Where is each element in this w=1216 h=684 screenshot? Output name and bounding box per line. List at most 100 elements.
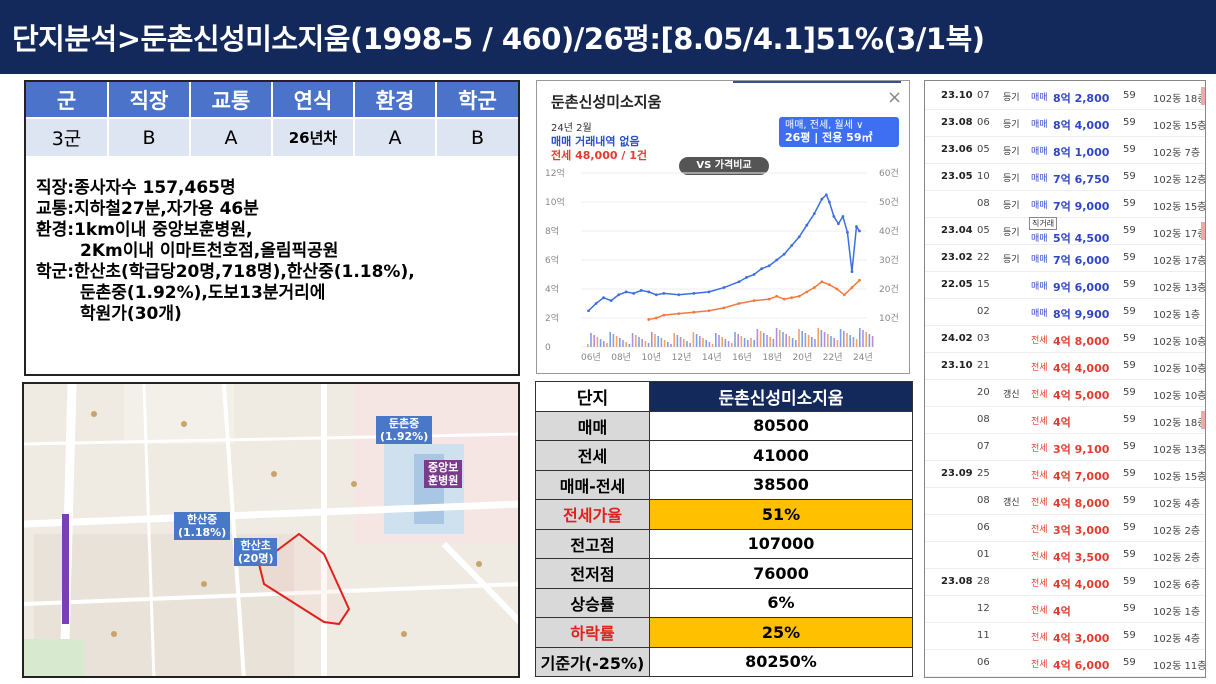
map-label-hospital[interactable]: 중앙보 훈병원 bbox=[424, 460, 463, 488]
summary-header-value: 둔촌신성미소지움 bbox=[649, 381, 913, 412]
chart-filter-dropdown[interactable]: 매매, 전세, 월세 ∨ 26평 | 전용 59㎡ bbox=[779, 117, 899, 147]
tx-price: 4억 4,000 bbox=[1053, 362, 1110, 375]
tx-date: 23.08 bbox=[941, 117, 973, 128]
transaction-row[interactable]: 08 전세 4억 59 102동 18층 bbox=[925, 407, 1205, 434]
map-label-hansan-middle[interactable]: 한산중 (1.18%) bbox=[174, 512, 231, 540]
transaction-row[interactable]: 23.09 25 전세 4억 7,000 59 102동 15층 bbox=[925, 461, 1205, 488]
tx-price: 8억 1,000 bbox=[1053, 146, 1110, 159]
summary-row: 전세 41000 bbox=[535, 440, 913, 471]
tx-floor: 102동 4층 bbox=[1153, 499, 1201, 510]
transaction-row[interactable]: 06 전세 4억 6,000 59 102동 11층 bbox=[925, 650, 1205, 677]
tx-floor: 102동 18층 bbox=[1153, 94, 1206, 105]
volume-bar bbox=[724, 339, 727, 347]
transaction-row[interactable]: 23.02 22 등기 매매 7억 6,000 59 102동 17층 bbox=[925, 245, 1205, 272]
transaction-row[interactable]: 23.10 21 전세 4억 4,000 59 102동 10층 bbox=[925, 353, 1206, 380]
data-point bbox=[609, 299, 613, 302]
data-point bbox=[677, 293, 681, 297]
transaction-row[interactable]: 23.08 28 전세 4억 4,000 59 102동 6층 bbox=[925, 569, 1205, 596]
x-tick-label: 20년 bbox=[793, 352, 813, 363]
transaction-row[interactable]: 22.05 15 매매 9억 6,000 59 102동 13층 bbox=[925, 272, 1205, 299]
transaction-list[interactable]: 23.10 07 등기 매매 8억 2,800 59 102동 18층 23.08 06 등기 매매… bbox=[924, 80, 1206, 678]
transaction-row[interactable]: 11 전세 4억 3,000 59 102동 4층 bbox=[925, 623, 1205, 650]
y-right-tick-label: 40건 bbox=[879, 226, 899, 237]
data-point bbox=[647, 318, 651, 321]
tx-day: 01 bbox=[977, 549, 990, 560]
tx-date: 24.02 bbox=[941, 333, 973, 344]
transaction-row[interactable]: 23.04 05 등기 매매 5억 4,500 59 102동 17층 직거래 bbox=[925, 217, 1205, 245]
tx-area: 59 bbox=[1123, 225, 1136, 236]
summary-row: 매매-전세 38500 bbox=[535, 469, 913, 500]
score-value-cell: 26년차 bbox=[272, 117, 355, 156]
volume-bar bbox=[683, 339, 685, 347]
data-point bbox=[827, 283, 831, 287]
chart-month: 24년 2월 bbox=[551, 123, 592, 134]
transaction-row[interactable]: 23.06 05 등기 매매 8억 1,000 59 102동 7층 bbox=[925, 137, 1205, 164]
transaction-row[interactable]: 08 갱신 전세 4억 8,000 59 102동 4층 bbox=[925, 488, 1205, 515]
transaction-row[interactable]: 23.10 07 등기 매매 8억 2,800 59 102동 18층 bbox=[925, 83, 1206, 110]
summary-label: 전고점 bbox=[535, 528, 650, 559]
tx-floor: 102동 10층 bbox=[1153, 364, 1206, 375]
transaction-row[interactable]: 24.02 03 전세 4억 8,000 59 102동 10층 bbox=[925, 326, 1205, 353]
price-trend-chart: 0 2억 10건 4억 20건 6억 30건 8억 40건 10억 50건 12억 60건 06년 08년 1… bbox=[545, 167, 899, 363]
tx-type: 전세 bbox=[1031, 444, 1048, 454]
tx-area: 59 bbox=[1123, 90, 1136, 101]
tx-date: 22.05 bbox=[941, 279, 973, 290]
volume-bar bbox=[609, 332, 611, 347]
volume-bar bbox=[663, 340, 666, 347]
transaction-row[interactable]: 07 전세 3억 9,100 59 102동 13층 bbox=[925, 434, 1206, 461]
transaction-row[interactable]: 12 전세 4억 59 102동 1층 bbox=[925, 596, 1205, 623]
series-line bbox=[588, 193, 861, 312]
tx-day: 06 bbox=[977, 657, 990, 668]
detail-line: 학군:한산초(학급당20명,718명),한산중(1.18%), bbox=[36, 262, 415, 282]
x-tick-label: 08년 bbox=[611, 352, 631, 363]
summary-value: 25% bbox=[649, 617, 913, 648]
map-label-hansan-elementary[interactable]: 한산초 (20명) bbox=[234, 538, 278, 566]
data-point bbox=[812, 286, 816, 289]
volume-bar bbox=[779, 330, 781, 347]
transaction-row[interactable]: 23.05 10 등기 매매 7억 6,750 59 102동 12층 bbox=[925, 164, 1205, 191]
volume-bar bbox=[823, 332, 826, 347]
tx-price: 4억 3,000 bbox=[1053, 632, 1110, 645]
tx-floor: 102동 13층 bbox=[1153, 445, 1206, 456]
volume-bar bbox=[747, 340, 749, 347]
map-view[interactable]: 둔촌중 (1.92%) 중앙보 훈병원 한산중 (1.18%) 한산초 (20명… bbox=[22, 382, 520, 678]
map-label-dunchon-middle[interactable]: 둔촌중 (1.92%) bbox=[376, 416, 433, 444]
volume-bar bbox=[654, 334, 656, 347]
y-left-tick-label: 4억 bbox=[545, 283, 559, 295]
transaction-row[interactable]: 01 전세 4억 3,500 59 102동 2층 bbox=[925, 542, 1205, 569]
transaction-row[interactable]: 08 등기 매매 7억 9,000 59 102동 15층 bbox=[925, 191, 1205, 218]
x-tick-label: 24년 bbox=[853, 352, 873, 363]
score-header-row: 군 직장 교통 연식 환경 학군 bbox=[26, 82, 518, 118]
volume-bar bbox=[606, 343, 608, 347]
volume-bar bbox=[750, 338, 752, 347]
label-text: 한산중 (1.18%) bbox=[178, 513, 227, 539]
tx-area: 59 bbox=[1123, 171, 1136, 182]
volume-bar bbox=[622, 340, 624, 347]
transaction-row[interactable]: 20 갱신 전세 4억 5,000 59 102동 10층 bbox=[925, 380, 1205, 407]
volume-bar bbox=[692, 332, 695, 347]
data-point bbox=[647, 290, 651, 294]
y-right-tick-label: 30건 bbox=[879, 255, 899, 266]
close-icon[interactable]: × bbox=[887, 87, 903, 108]
data-point bbox=[841, 215, 845, 218]
data-point bbox=[617, 293, 621, 297]
transaction-row[interactable]: 23.08 06 등기 매매 8억 4,000 59 102동 15층 bbox=[925, 110, 1205, 137]
volume-bar bbox=[660, 338, 663, 347]
volume-bar bbox=[679, 337, 682, 347]
volume-bar bbox=[865, 332, 867, 347]
tx-day: 05 bbox=[977, 144, 990, 155]
direct-trade-badge: 직거래 bbox=[1029, 217, 1058, 230]
tx-type: 매매 bbox=[1031, 309, 1048, 319]
tx-tag: 등기 bbox=[1003, 147, 1020, 157]
summary-value: 38500 bbox=[649, 469, 913, 500]
volume-bar bbox=[676, 335, 679, 347]
volume-bar bbox=[827, 334, 829, 347]
tx-price: 4억 3,500 bbox=[1053, 551, 1110, 564]
tx-price: 3억 3,000 bbox=[1053, 524, 1110, 537]
transaction-row[interactable]: 02 매매 8억 9,900 59 102동 1층 bbox=[925, 299, 1205, 326]
summary-value: 80500 bbox=[649, 410, 913, 441]
transaction-row[interactable]: 06 전세 3억 3,000 59 102동 2층 bbox=[925, 515, 1205, 542]
volume-bar bbox=[718, 335, 720, 347]
summary-row: 상승률 6% bbox=[535, 587, 913, 618]
compare-price-button[interactable]: VS 가격비교 bbox=[679, 157, 769, 175]
